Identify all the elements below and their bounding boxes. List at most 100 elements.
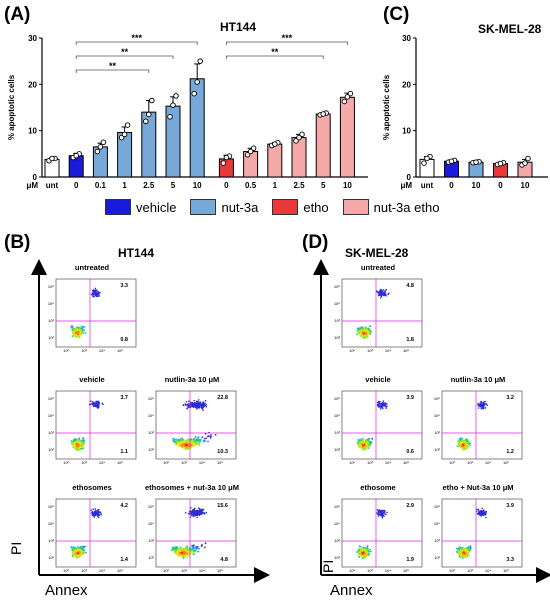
data-point (94, 148, 101, 155)
data-point (244, 152, 251, 158)
data-point (197, 58, 203, 64)
flow-event (381, 516, 384, 519)
legend-swatch-vehicle (105, 199, 131, 215)
flow-event (91, 402, 93, 405)
bar (339, 96, 355, 178)
panel-label-d: (D) (302, 232, 329, 253)
flow-event (81, 327, 84, 330)
flow-event (385, 403, 388, 405)
flow-event (201, 436, 204, 438)
flow-event (190, 507, 192, 509)
flow-event (188, 403, 190, 405)
flow-event (384, 290, 387, 292)
flow-event (83, 549, 86, 552)
flow-event (361, 327, 364, 329)
flow-event (469, 442, 471, 445)
flow-event (173, 546, 176, 549)
flow-event (190, 514, 193, 516)
quadrant-upper-right-value: 4.2 (120, 503, 128, 509)
flow-event (198, 547, 200, 550)
flow-event (201, 508, 204, 510)
flow-event (80, 552, 82, 555)
flow-plot-label: vehicle (365, 375, 391, 384)
bar (315, 113, 331, 178)
flow-event (175, 547, 178, 550)
flow-event (97, 401, 100, 404)
flow-event (185, 401, 188, 403)
flow-event (214, 434, 217, 436)
flow-event (382, 509, 385, 512)
flow-event (386, 405, 388, 407)
flow-event (194, 436, 197, 438)
flow-event (485, 403, 487, 405)
flow-event (378, 512, 380, 515)
x-tick-label: 0.1 (95, 181, 107, 190)
flow-event (93, 515, 95, 518)
flow-event (382, 400, 385, 402)
flow-event (379, 400, 381, 403)
flow-event (80, 550, 83, 553)
flow-y-tick: 10⁴ (434, 413, 440, 418)
flow-event (186, 545, 188, 548)
flow-event (76, 549, 78, 552)
flow-event (480, 407, 483, 410)
flow-plot-label: vehicle (79, 375, 105, 384)
flow-event (177, 442, 179, 445)
quadrant-lower-right-value: 1.4 (120, 557, 129, 563)
flow-event (197, 436, 200, 439)
flow-event (205, 511, 208, 514)
flow-event (171, 548, 174, 551)
flow-event (360, 551, 363, 553)
flow-x-tick: 10³ (467, 568, 473, 573)
flow-event (369, 332, 372, 335)
flow-event (198, 444, 201, 447)
flow-event (190, 440, 193, 442)
significance-label: ** (271, 47, 279, 57)
flow-event (365, 551, 368, 554)
flow-x-tick: 10⁴ (385, 348, 391, 353)
flow-event (356, 327, 359, 330)
flow-event (360, 330, 363, 332)
flow-event (199, 512, 201, 515)
flow-event (369, 548, 371, 551)
flow-event (359, 441, 362, 444)
flow-event (177, 439, 180, 442)
flow-event (94, 403, 97, 405)
flow-event (196, 405, 199, 407)
flow-event (82, 438, 84, 440)
significance-bracket (75, 69, 150, 73)
flow-event (357, 445, 360, 448)
flow-d-xlabel: Annex (330, 582, 373, 599)
flow-event (203, 512, 206, 515)
flow-event (469, 545, 472, 548)
flow-event (180, 445, 183, 447)
flow-event (460, 443, 463, 445)
flow-x-tick: 10² (63, 568, 69, 573)
flow-event (463, 444, 466, 447)
flow-event (95, 512, 97, 515)
flow-event (182, 557, 185, 559)
flow-event (73, 546, 75, 548)
flow-event (367, 331, 370, 334)
bar (291, 137, 307, 178)
flow-event (192, 445, 195, 448)
flow-event (202, 405, 204, 408)
flow-event (78, 441, 81, 443)
flow-y-tick: 10⁴ (148, 413, 154, 418)
flow-event (192, 544, 195, 547)
flow-event (207, 440, 209, 443)
flow-event (194, 511, 196, 513)
flow-event (91, 289, 94, 292)
flow-y-tick: 10² (148, 447, 154, 452)
flow-event (178, 441, 181, 444)
flow-event (379, 405, 381, 407)
panel-d-title: SK-MEL-28 (345, 246, 409, 260)
flow-plot-label: ethosomes (72, 483, 112, 492)
flow-y-tick: 10³ (334, 430, 340, 435)
flow-event (180, 551, 183, 554)
panel-c-title: SK-MEL-28 (478, 22, 542, 36)
flow-event (77, 555, 80, 558)
flow-event (71, 335, 74, 338)
flow-event (81, 545, 84, 548)
